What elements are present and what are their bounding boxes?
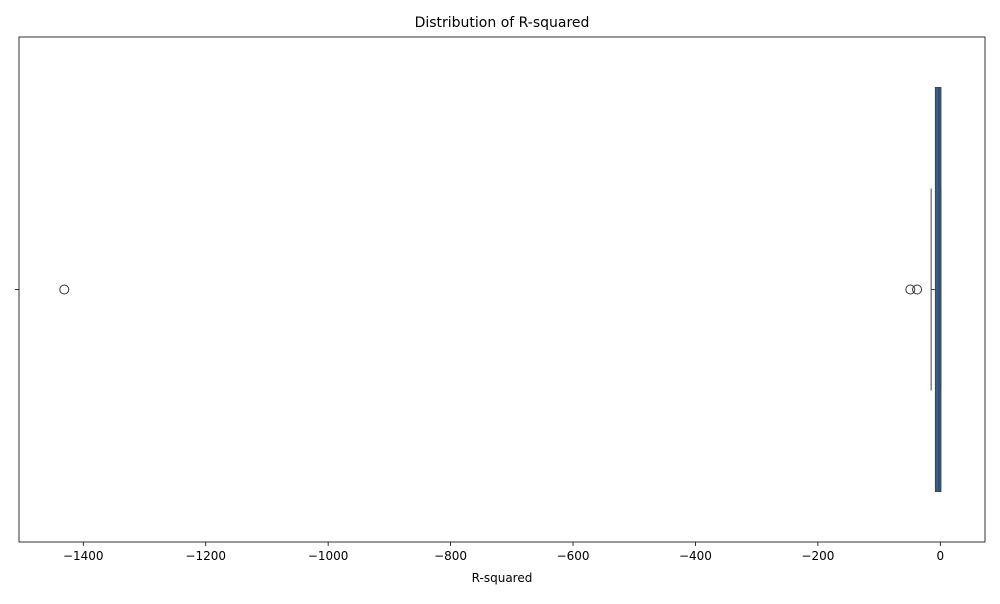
x-tick-label: −1200 bbox=[185, 549, 226, 563]
x-tick-label: −600 bbox=[557, 549, 590, 563]
chart-title: Distribution of R-squared bbox=[415, 15, 590, 31]
x-tick-label: −200 bbox=[801, 549, 834, 563]
x-tick-label: −1000 bbox=[308, 549, 349, 563]
x-tick-label: −800 bbox=[434, 549, 467, 563]
x-tick-label: 0 bbox=[936, 549, 944, 563]
box bbox=[934, 87, 942, 492]
outlier bbox=[905, 284, 916, 295]
x-tick-label: −1400 bbox=[63, 549, 104, 563]
x-tick-label: −400 bbox=[679, 549, 712, 563]
plot-frame bbox=[18, 36, 986, 543]
outlier bbox=[59, 284, 70, 295]
x-axis-label: R-squared bbox=[472, 571, 533, 585]
outlier bbox=[912, 284, 923, 295]
